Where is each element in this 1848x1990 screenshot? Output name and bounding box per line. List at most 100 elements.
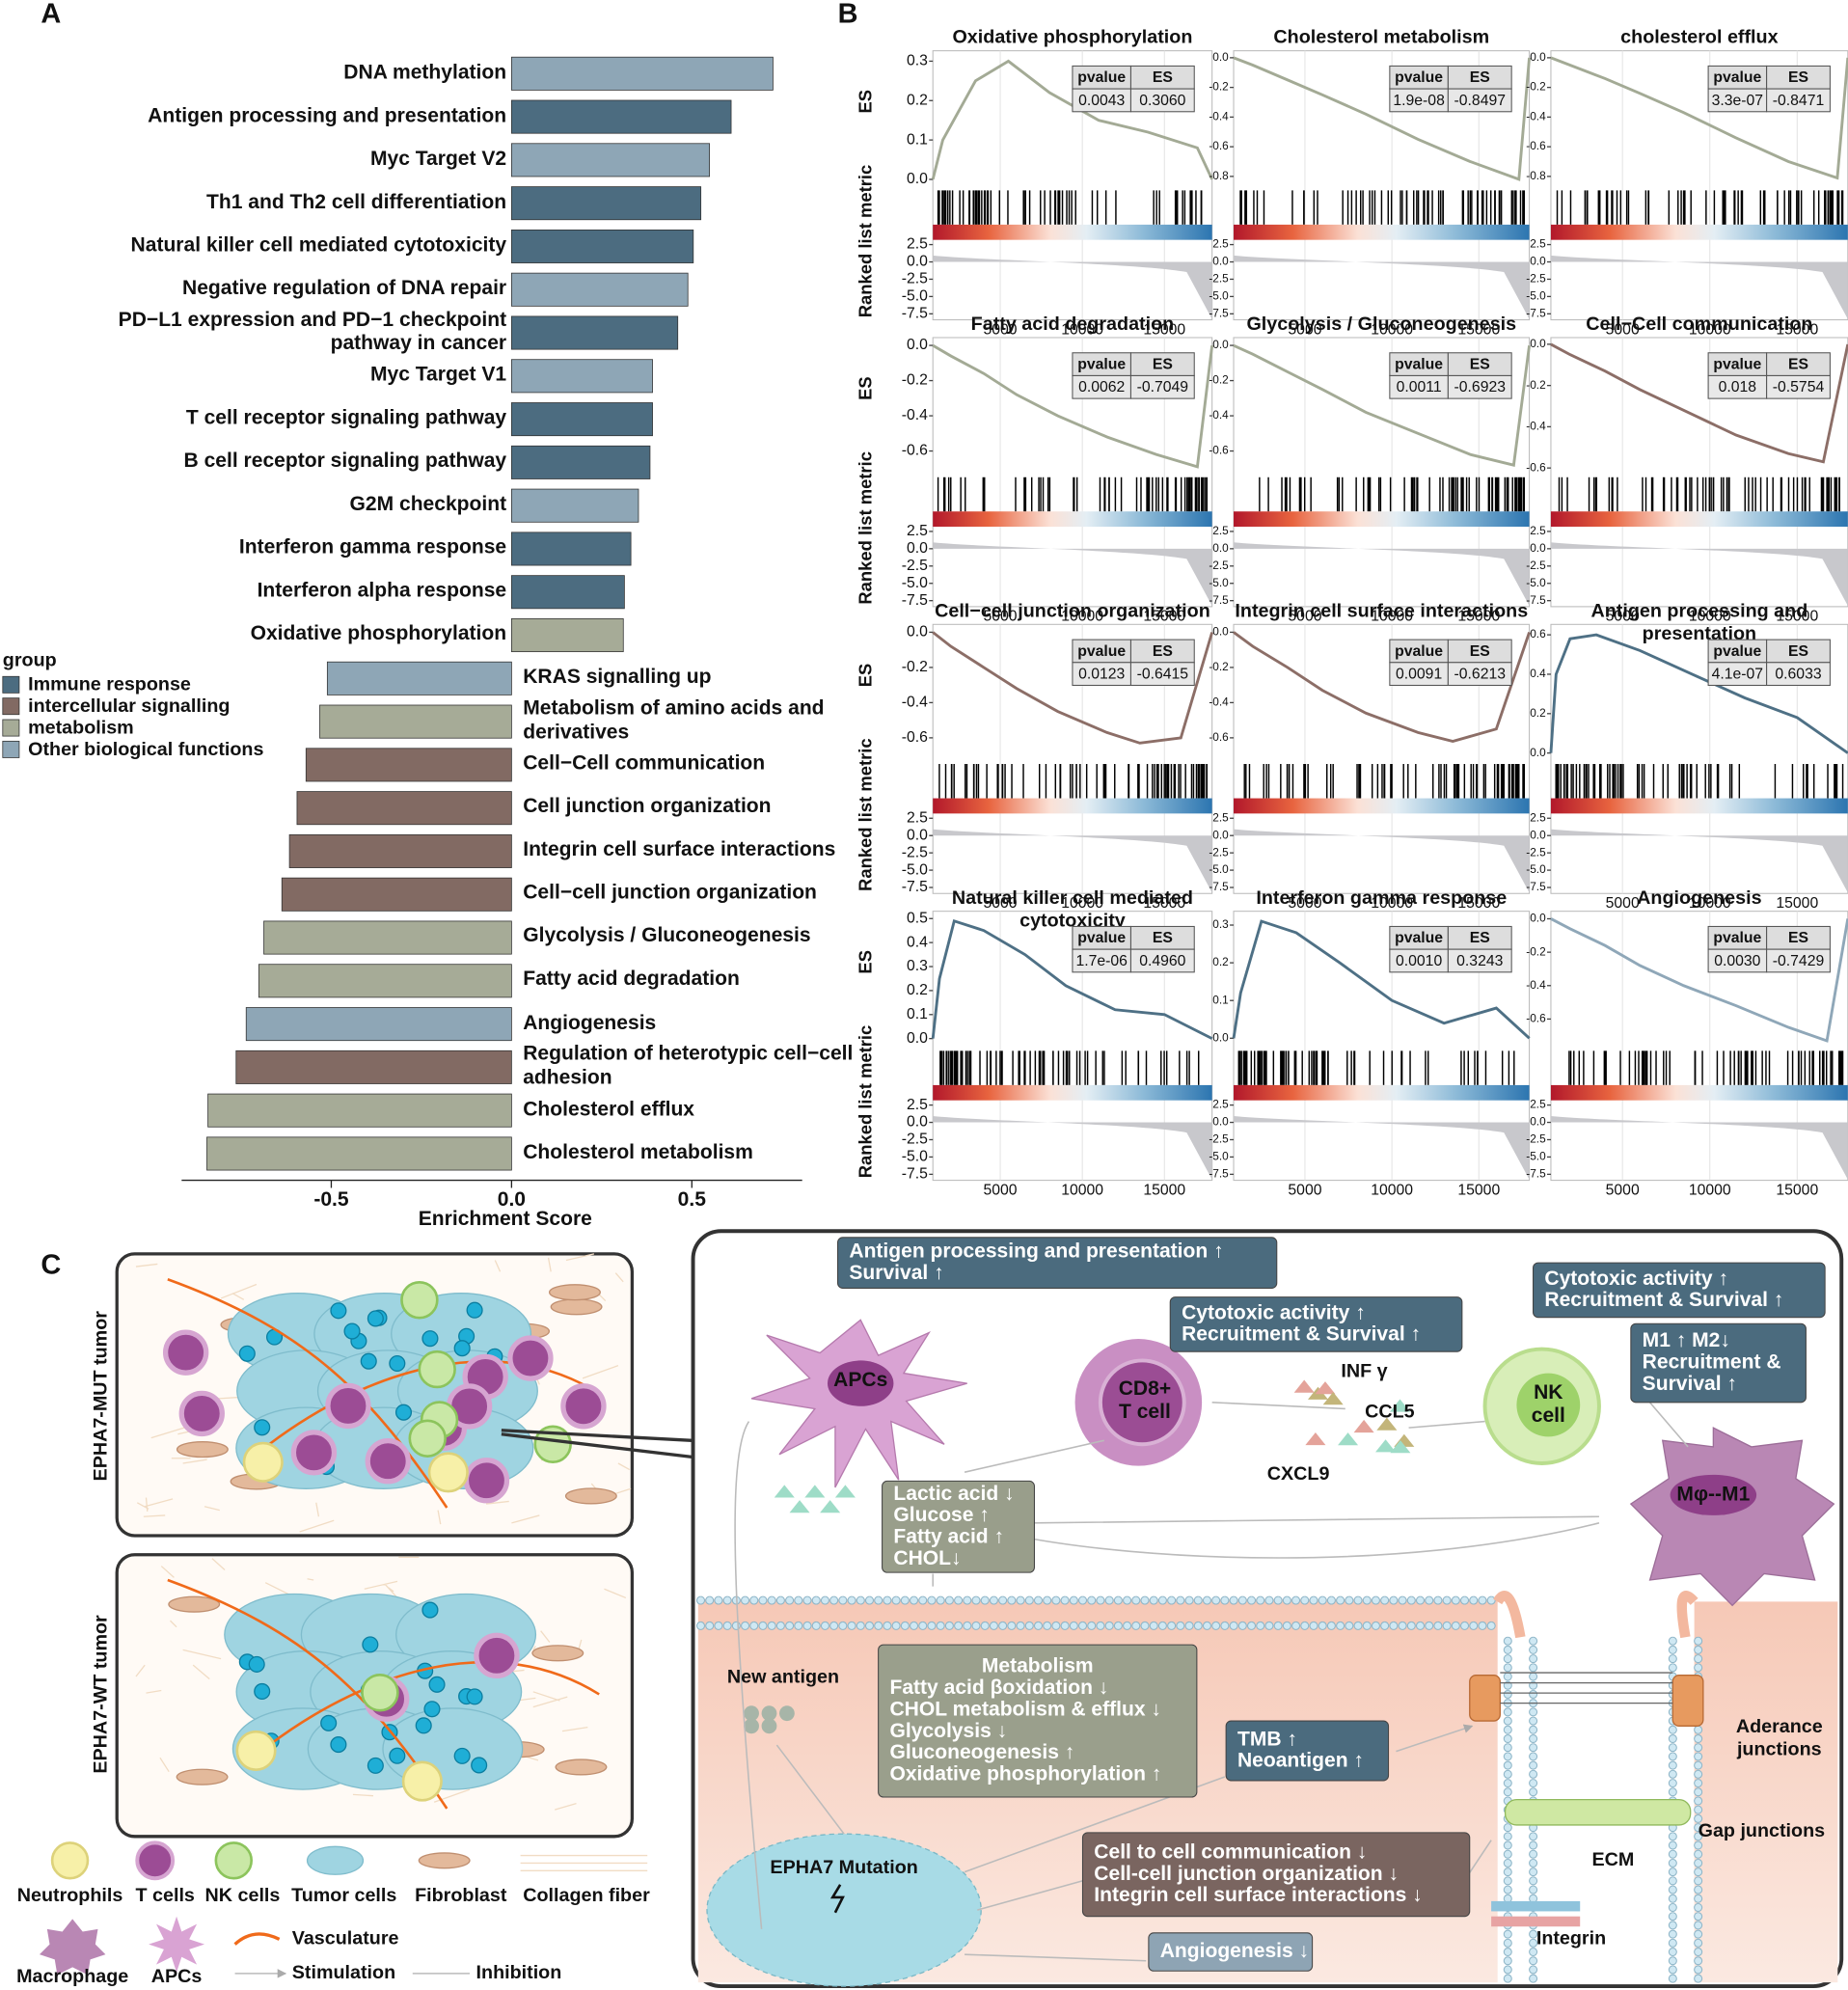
x-tick-label: 15000: [1776, 321, 1818, 338]
category-label-box: Myc Target V1: [370, 364, 506, 385]
category-label: KRAS signalling up: [523, 666, 712, 689]
legend-title: group: [3, 650, 57, 671]
neutrophil: [235, 1730, 277, 1771]
panel-label: A: [41, 0, 61, 29]
category-label-box: Metabolism of amino acids and derivative…: [523, 697, 824, 743]
plot-title-box: Antigen processing and presentation: [1590, 600, 1808, 645]
plot-title: Antigen processing and presentation: [1590, 600, 1808, 645]
category-label-box: B cell receptor signaling pathway: [184, 450, 507, 472]
category-label: Antigen processing and presentation: [148, 104, 507, 127]
table-cell: [1766, 88, 1831, 113]
y-tick-label: -0.4: [902, 695, 928, 711]
annotation: junctions: [1736, 1739, 1822, 1760]
gene-hits: [1259, 477, 1526, 512]
y-axis-title: Ranked list metric: [856, 451, 876, 605]
rank-colorbar: [933, 1084, 1212, 1101]
legend-swatch: [2, 719, 20, 737]
box-text: CHOL↓: [893, 1547, 961, 1569]
tumor-nucleus: [389, 1354, 406, 1373]
category-label: DNA methylation: [343, 61, 507, 84]
y-axis-title: ES: [856, 664, 876, 688]
tumor-nucleus: [343, 1322, 361, 1340]
category-label-box: Interferon alpha response: [258, 580, 507, 601]
plot-title: Oxidative phosphorylation: [952, 26, 1193, 48]
chemokine: [1315, 1381, 1336, 1395]
rank-tick-label: -7.5: [1526, 593, 1546, 607]
category-label-box: G2M checkpoint: [350, 494, 507, 515]
legend-label: Collagen fiber: [523, 1885, 650, 1906]
box-text: TMB ↑: [1237, 1728, 1297, 1750]
bar: [510, 488, 639, 523]
gene-hits: [939, 1050, 1200, 1085]
tumor-nucleus: [330, 1302, 347, 1320]
table-cell: [1129, 662, 1195, 686]
cell-label: CD8+: [1119, 1377, 1171, 1400]
category-label-box: Cell junction organization: [523, 796, 771, 817]
plot-title-box: Natural killer cell mediated cytotoxicit…: [952, 887, 1193, 932]
y-tick-label: -0.8: [1209, 169, 1229, 182]
rank-metric-area: [1234, 829, 1530, 893]
rank-tick-label: -7.5: [902, 879, 928, 895]
nk-cell: [400, 1281, 439, 1320]
table-value: 0.4960: [1139, 953, 1185, 969]
table-value: 0.3243: [1456, 953, 1503, 969]
box-text: Metabolism: [982, 1655, 1094, 1677]
x-tick-label: 5000: [983, 1182, 1017, 1198]
table-value: -0.5754: [1773, 379, 1825, 395]
y-tick-label: 0.0: [1530, 337, 1546, 350]
chemokine: [804, 1485, 826, 1498]
tumor-nucleus: [466, 1301, 483, 1319]
neutrophil: [401, 1760, 443, 1802]
rank-tick-label: -5.0: [1526, 576, 1546, 589]
cell-label: cell: [1532, 1404, 1565, 1427]
legend-label: T cells: [136, 1885, 195, 1906]
tumor-nucleus: [367, 1757, 384, 1774]
table-value: 0.0062: [1078, 379, 1125, 395]
box-text: Glucose ↑: [893, 1504, 989, 1526]
junction-fibers: [1500, 1672, 1673, 1704]
table-header: ES: [1788, 356, 1808, 372]
chemokine: [1376, 1417, 1398, 1431]
rank-tick-label: 0.0: [907, 827, 928, 843]
gene-hits: [1243, 764, 1526, 799]
y-tick-label: 0.2: [1530, 706, 1545, 720]
rank-tick-label: -2.5: [1209, 1132, 1229, 1146]
category-label-box: Natural killer cell mediated cytotoxicit…: [131, 234, 507, 256]
rank-tick-label: 0.0: [1530, 828, 1546, 841]
tumor-nucleus: [421, 1330, 439, 1348]
nk-nucleus: [1516, 1373, 1581, 1437]
tumor-nucleus: [389, 1747, 406, 1764]
gene-hits: [1555, 764, 1844, 799]
rank-tick-label: -7.5: [1526, 306, 1546, 319]
legend-icon: [50, 1841, 90, 1880]
gene-hits: [937, 190, 1203, 225]
x-tick-label: 10000: [1689, 1182, 1731, 1198]
chemokine: [1338, 1432, 1359, 1446]
rank-tick-label: -2.5: [1209, 845, 1229, 859]
x-tick-label: 15000: [1776, 895, 1818, 912]
rank-colorbar: [933, 224, 1212, 240]
gene-hits: [1239, 190, 1526, 225]
t-cell: [463, 1458, 510, 1504]
rank-tick-label: -7.5: [1209, 1166, 1229, 1180]
box-text: Glycolysis ↓: [889, 1720, 1007, 1742]
table-header: ES: [1153, 69, 1173, 86]
annotation: Integrin: [1536, 1928, 1606, 1949]
table-header: pvalue: [1395, 69, 1443, 86]
table-value: 0.0091: [1396, 666, 1442, 682]
fibroblast: [531, 1645, 584, 1662]
legend-label: Stimulation: [292, 1962, 395, 1983]
box-text: Oxidative phosphorylation ↑: [889, 1763, 1161, 1786]
legend-label: Neutrophils: [17, 1885, 123, 1906]
legend-icon: [520, 1854, 648, 1871]
es-curve: [1550, 56, 1848, 180]
es-curve: [932, 343, 1214, 469]
box-text: Neoantigen ↑: [1237, 1750, 1364, 1772]
y-tick-label: -0.2: [1526, 378, 1545, 392]
fibroblast: [564, 1487, 617, 1505]
rank-tick-label: -5.0: [1209, 1150, 1229, 1163]
gene-hits: [938, 764, 1208, 799]
bar: [510, 402, 653, 437]
table-value: 4.1e-07: [1712, 666, 1763, 682]
table-cell: [1766, 662, 1831, 686]
